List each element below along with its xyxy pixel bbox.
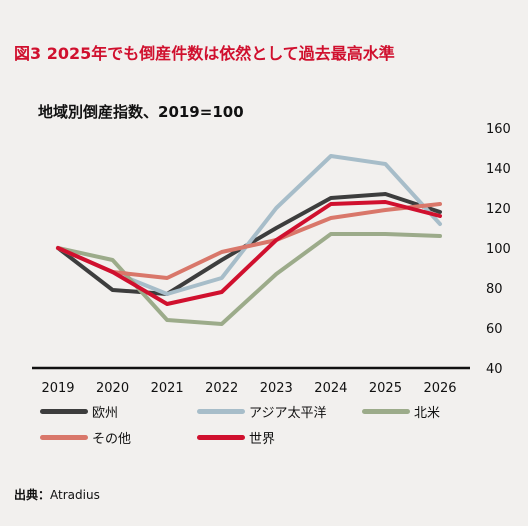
- series-line-2: [56, 232, 442, 326]
- y-tick-label: 160: [486, 122, 511, 137]
- x-tick-label: 2025: [369, 381, 402, 396]
- y-axis-ticks: 40 60 80 100 120 140 160: [486, 122, 511, 377]
- legend-swatch: [40, 435, 88, 440]
- x-tick-label: 2026: [423, 381, 456, 396]
- legend-swatch: [197, 409, 245, 414]
- x-tick-label: 2021: [151, 381, 184, 396]
- legend-label: 世界: [249, 432, 276, 447]
- y-tick-label: 40: [486, 362, 503, 377]
- x-tick-label: 2022: [205, 381, 238, 396]
- legend-label: 北米: [414, 406, 441, 421]
- legend-item: その他: [40, 428, 131, 447]
- series-line-3: [56, 202, 442, 280]
- legend-item: 世界: [197, 428, 275, 447]
- y-tick-label: 100: [486, 242, 511, 257]
- series-layer: [56, 154, 442, 326]
- x-tick-label: 2024: [314, 381, 347, 396]
- y-tick-label: 60: [486, 322, 503, 337]
- legend-swatch: [197, 435, 245, 440]
- x-tick-label: 2019: [41, 381, 74, 396]
- source-label: 出典: [14, 488, 39, 502]
- source-value: Atradius: [50, 488, 100, 502]
- legend-item: 北米: [362, 402, 440, 421]
- legend-label: アジア太平洋: [249, 406, 327, 421]
- x-tick-label: 2020: [96, 381, 129, 396]
- y-tick-label: 120: [486, 202, 511, 217]
- chart-title: 地域別倒産指数、2019=100: [38, 103, 244, 121]
- source-note: 出典：Atradius: [14, 486, 100, 503]
- source-separator: ：: [38, 488, 51, 502]
- y-tick-label: 80: [486, 282, 503, 297]
- x-tick-label: 2023: [260, 381, 293, 396]
- series-line-4: [56, 200, 442, 306]
- legend-swatch: [362, 409, 410, 414]
- x-axis-ticks: 2019 2020 2021 2022 2023 2024 2025 2026: [41, 381, 456, 396]
- legend-swatch: [40, 409, 88, 414]
- legend-label: 欧州: [92, 406, 119, 421]
- legend-label: その他: [92, 432, 132, 447]
- legend-item: アジア太平洋: [197, 402, 326, 421]
- y-tick-label: 140: [486, 162, 511, 177]
- figure-title: 図3 2025年でも倒産件数は依然として過去最高水準: [14, 44, 395, 63]
- legend-item: 欧州: [40, 402, 118, 421]
